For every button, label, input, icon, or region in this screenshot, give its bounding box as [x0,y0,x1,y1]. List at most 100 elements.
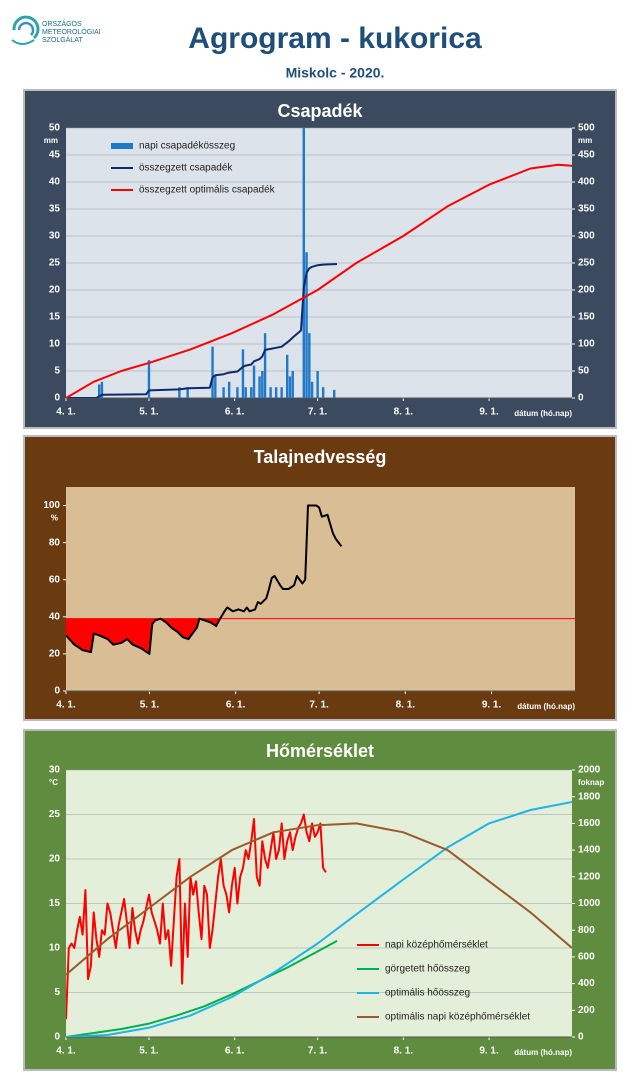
x-tick-label: 4. 1. [56,1046,76,1057]
y-axis-label: % [51,514,58,523]
x-axis-label: dátum (hó.nap) [517,702,575,711]
x-tick-label: 7. 1. [308,407,328,418]
line [66,940,338,1037]
logo-text: METEOROLÓGIAI [42,27,101,36]
logo: ORSZÁGOS METEOROLÓGIAI SZOLGÁLAT [11,15,101,45]
y2-tick-label: 200 [578,1005,595,1016]
y-tick-label: 60 [49,574,61,585]
x-tick-label: 8. 1. [396,700,416,711]
bar [211,346,214,398]
bar [316,371,319,398]
y2-tick-label: 600 [578,952,595,963]
y-tick-label: 20 [49,649,61,660]
bar [310,381,314,398]
y2-tick-label: 50 [578,366,590,377]
line [66,163,572,398]
y-tick-label: 15 [49,898,61,909]
bar [280,387,283,398]
x-tick-label: 7. 1. [308,1046,328,1057]
bar [305,252,308,398]
logo-swirl [11,39,35,45]
y2-tick-label: 0 [578,1032,584,1043]
bar [227,381,231,398]
x-tick-label: 4. 1. [56,700,76,711]
line [66,504,343,655]
y-tick-label: 5 [54,987,60,998]
y-tick-label: 50 [49,123,61,134]
bar [261,371,264,398]
y2-tick-label: 250 [578,258,595,269]
chart-title: Hőmérséklet [266,741,374,761]
page-subtitle: Miskolc - 2020. [286,65,385,81]
y2-tick-label: 800 [578,925,595,936]
legend-label: napi csapadékösszeg [139,141,235,152]
y2-tick-label: 150 [578,312,595,323]
y2-tick-label: 400 [578,978,595,989]
logo-swirl [17,21,35,36]
bar [236,387,239,398]
y-tick-label: 30 [49,765,61,776]
plot-area [66,487,575,691]
y2-tick-label: 300 [578,231,595,242]
bar [274,387,278,398]
chart-title: Csapadék [277,101,363,121]
y2-tick-label: 450 [578,150,595,161]
y-tick-label: 0 [54,686,60,697]
x-tick-label: 8. 1. [394,407,414,418]
line [66,801,572,1037]
y2-tick-label: 200 [578,285,595,296]
y-tick-label: 20 [49,285,61,296]
x-tick-label: 9. 1. [482,700,502,711]
y2-axis-label: foknap [578,778,604,787]
y2-tick-label: 400 [578,177,595,188]
y2-tick-label: 500 [578,123,595,134]
bar [178,387,181,398]
legend-label: optimális napi középhőmérséklet [385,1012,530,1023]
y-tick-label: 40 [49,177,61,188]
line [66,263,337,398]
bar [222,387,225,398]
bar [97,384,101,398]
y-tick-label: 15 [49,312,61,323]
y2-tick-label: 1800 [578,791,601,802]
legend-label: összegzett csapadék [139,163,233,174]
y-axis-label: mm [44,136,58,145]
plot-content [66,801,572,1037]
x-tick-label: 6. 1. [226,700,246,711]
plot-content [66,128,572,398]
legend-label: görgetett hőösszeg [385,964,470,975]
y-tick-label: 5 [54,366,60,377]
y-tick-label: 25 [49,809,61,820]
bar [321,387,325,398]
bar [269,387,272,398]
legend-swatch [111,143,133,149]
bar [302,128,305,398]
line [66,822,572,976]
x-axis-label: dátum (hó.nap) [514,409,572,418]
x-tick-label: 6. 1. [225,1046,245,1057]
y-tick-label: 100 [43,500,60,511]
bar [250,387,253,398]
y-tick-label: 25 [49,258,61,269]
page-title: Agrogram - kukorica [188,22,482,55]
bar [286,354,289,398]
plot-content [66,504,575,655]
y-tick-label: 0 [54,393,60,404]
bar [333,389,336,398]
bar [288,376,292,398]
line [66,813,327,1020]
bar [241,349,245,398]
x-tick-label: 9. 1. [479,1046,499,1057]
bar [186,387,189,398]
legend-label: összegzett optimális csapadék [139,185,276,196]
y-tick-label: 10 [49,943,61,954]
x-tick-label: 4. 1. [56,407,76,418]
legend-label: napi középhőmérséklet [385,940,488,951]
y2-tick-label: 100 [578,339,595,350]
legend-label: optimális hőösszeg [385,988,470,999]
y2-axis-label: mm [578,136,592,145]
x-tick-label: 5. 1. [139,407,159,418]
bar [252,365,256,398]
y-tick-label: 45 [49,150,61,161]
